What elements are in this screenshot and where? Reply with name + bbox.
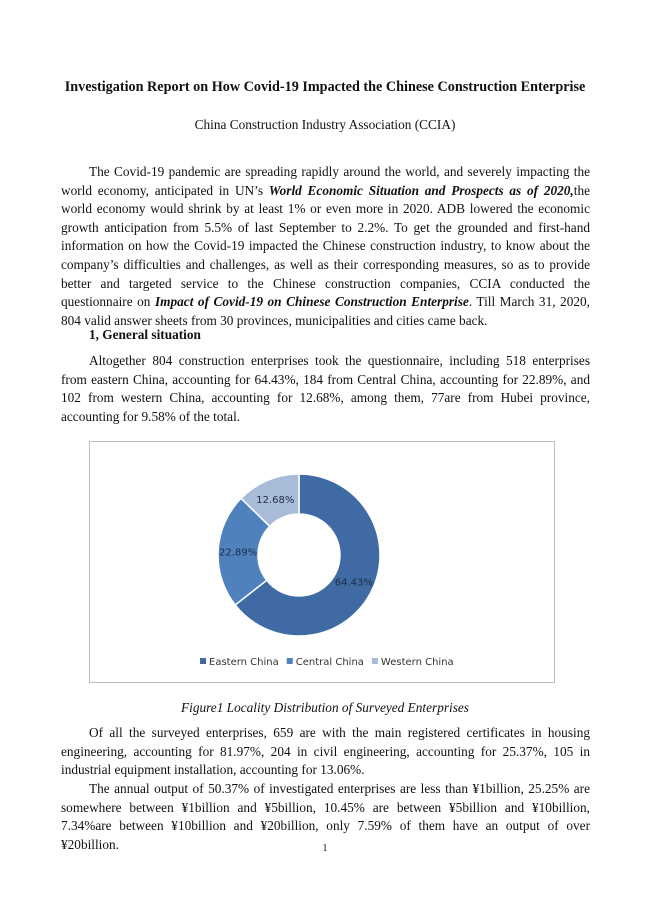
legend-swatch <box>200 658 206 664</box>
legend-label: Western China <box>381 657 454 668</box>
legend-swatch <box>371 658 378 664</box>
intro-text-2: the world economy would shrink by at lea… <box>61 182 591 310</box>
legend-item: Eastern China <box>200 657 279 668</box>
intro-paragraph: The Covid-19 pandemic are spreading rapi… <box>61 163 590 330</box>
section-heading: 1, General situation <box>89 327 201 342</box>
donut-slice-eastern-china <box>234 473 381 637</box>
data-label: 12.68% <box>256 495 294 506</box>
intro-emphasis-2: Impact of Covid-19 on Chinese Constructi… <box>154 294 469 310</box>
donut-chart: 64.43% 22.89% 12.68% Eastern China Central C… <box>89 441 555 683</box>
intro-text-1: The Covid-19 pandemic are spreading rapi… <box>61 164 590 198</box>
intro-emphasis-1: World Economic Situation and Prospects a… <box>268 182 574 198</box>
figure-caption: Figure1 Locality Distribution of Surveye… <box>181 700 469 715</box>
legend-label: Central China <box>296 657 364 668</box>
legend-swatch <box>286 658 293 664</box>
document-title: Investigation Report on How Covid-19 Imp… <box>64 79 586 95</box>
donut-slice-western-china <box>240 473 300 528</box>
donut-chart-svg: 64.43% 22.89% 12.68% Eastern China Central C… <box>200 473 454 668</box>
intro-text-3: . Till March 31, 2020, 804 valid answer … <box>61 294 590 328</box>
document-author: China Construction Industry Association … <box>194 117 456 132</box>
section-paragraph-3: The annual output of 50.37% of investiga… <box>61 781 590 852</box>
data-label: 64.43% <box>335 578 373 589</box>
data-label: 22.89% <box>219 548 257 559</box>
section-paragraph-1: Altogether 804 construction enterprises … <box>61 353 590 424</box>
legend-item: Central China <box>286 657 364 668</box>
legend-item: Western China <box>371 657 454 668</box>
page-number: 1 <box>322 843 328 854</box>
legend-label: Eastern China <box>209 657 279 668</box>
section-paragraph-2: Of all the surveyed enterprises, 659 are… <box>61 725 590 778</box>
